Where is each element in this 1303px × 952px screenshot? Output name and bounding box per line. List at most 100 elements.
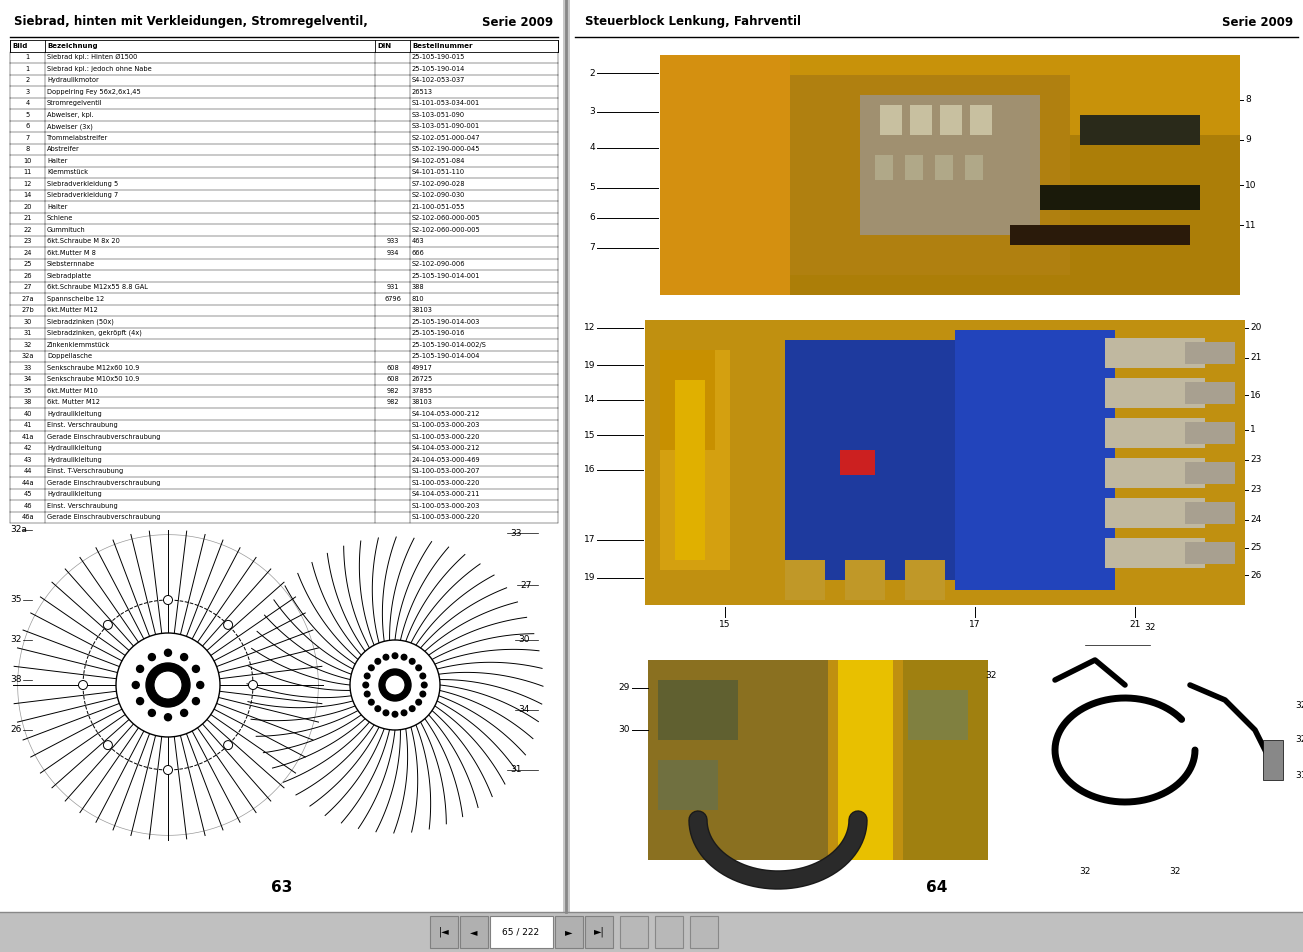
Bar	[1263, 740, 1283, 780]
Text: 21-100-051-055: 21-100-051-055	[412, 204, 465, 209]
Text: 1: 1	[26, 54, 30, 60]
Text: Siebradverkleidung 5: Siebradverkleidung 5	[47, 181, 119, 187]
Circle shape	[375, 705, 380, 711]
Circle shape	[149, 654, 155, 661]
Text: 23: 23	[1250, 455, 1261, 465]
Text: Gerade Einschraubverschraubung: Gerade Einschraubverschraubung	[47, 480, 160, 486]
Text: 17: 17	[969, 620, 981, 629]
Bar	[1105, 538, 1205, 568]
Text: 4: 4	[25, 100, 30, 107]
Text: 20: 20	[1250, 324, 1261, 332]
Circle shape	[369, 665, 374, 670]
Bar	[1010, 225, 1190, 245]
Text: 6: 6	[589, 213, 595, 223]
Circle shape	[164, 714, 172, 721]
Text: 33: 33	[509, 528, 521, 538]
Circle shape	[409, 705, 414, 711]
Bar	[620, 916, 648, 948]
Bar	[10, 362, 558, 373]
Text: Einst. Verschraubung: Einst. Verschraubung	[47, 423, 117, 428]
Bar	[10, 178, 558, 189]
Text: 25: 25	[23, 261, 31, 268]
Circle shape	[197, 682, 203, 688]
Text: 6kt. Mutter M12: 6kt. Mutter M12	[47, 399, 100, 406]
Circle shape	[193, 698, 199, 704]
Text: 46: 46	[23, 503, 31, 508]
Bar	[10, 420, 558, 431]
Bar	[936, 155, 952, 180]
Text: S1-100-053-000-220: S1-100-053-000-220	[412, 514, 481, 520]
Text: ►: ►	[566, 927, 573, 937]
Text: Gerade Einschraubverschraubung: Gerade Einschraubverschraubung	[47, 434, 160, 440]
Text: 26: 26	[10, 725, 21, 735]
Bar	[10, 212, 558, 224]
Bar	[10, 121, 558, 132]
Circle shape	[181, 709, 188, 717]
Text: Stromregelventil: Stromregelventil	[47, 100, 103, 107]
Text: 21: 21	[23, 215, 31, 221]
Text: 32: 32	[1295, 736, 1303, 744]
Bar	[840, 450, 876, 475]
Bar	[10, 466, 558, 477]
Text: 10: 10	[1244, 181, 1256, 189]
Text: 810: 810	[412, 296, 425, 302]
Text: 43: 43	[23, 457, 31, 463]
Text: 35: 35	[10, 596, 22, 605]
Text: S2-102-060-000-005: S2-102-060-000-005	[412, 215, 481, 221]
Text: 5: 5	[25, 111, 30, 118]
Text: 23: 23	[23, 238, 31, 245]
Bar	[903, 660, 988, 860]
Text: Abstreifer: Abstreifer	[47, 147, 79, 152]
Text: 32: 32	[23, 342, 31, 347]
Text: 1: 1	[1250, 426, 1256, 434]
Circle shape	[351, 640, 440, 730]
Text: 49917: 49917	[412, 365, 433, 370]
Text: Serie 2009: Serie 2009	[482, 15, 552, 29]
Text: Einst. Verschraubung: Einst. Verschraubung	[47, 503, 117, 508]
Bar	[10, 373, 558, 385]
Text: 31: 31	[1295, 770, 1303, 780]
Text: 38: 38	[10, 676, 22, 684]
Text: 16: 16	[584, 466, 595, 474]
Text: 982: 982	[386, 399, 399, 406]
Text: 26: 26	[1250, 570, 1261, 580]
Text: Senkschraube M12x60 10.9: Senkschraube M12x60 10.9	[47, 365, 139, 370]
Circle shape	[384, 675, 405, 695]
Text: 26: 26	[23, 273, 31, 279]
Text: 11: 11	[23, 169, 31, 175]
Text: 32: 32	[1169, 867, 1181, 876]
Text: 933: 933	[386, 238, 399, 245]
Text: 64: 64	[926, 881, 947, 896]
Bar	[10, 282, 558, 293]
Text: 32: 32	[1295, 701, 1303, 709]
Circle shape	[154, 671, 182, 699]
Bar	[10, 293, 558, 305]
Text: 10: 10	[23, 158, 31, 164]
Bar	[10, 235, 558, 247]
Text: |◄: |◄	[439, 926, 450, 938]
Text: 38103: 38103	[412, 307, 433, 313]
Circle shape	[103, 741, 112, 749]
Text: 34: 34	[23, 376, 31, 383]
Text: 20: 20	[23, 204, 31, 209]
Text: 25: 25	[1250, 544, 1261, 552]
Circle shape	[416, 665, 421, 670]
Text: 15: 15	[584, 430, 595, 440]
Bar	[838, 660, 893, 860]
Bar	[1105, 418, 1205, 448]
Bar	[0, 0, 563, 912]
Bar	[10, 396, 558, 408]
Text: Gerade Einschraubverschraubung: Gerade Einschraubverschraubung	[47, 514, 160, 520]
Circle shape	[163, 765, 172, 775]
Text: 32: 32	[10, 636, 21, 645]
Bar	[1105, 498, 1205, 528]
Text: 31: 31	[509, 765, 521, 775]
Text: 27: 27	[520, 581, 532, 589]
Bar	[10, 97, 558, 109]
Text: 65 / 222: 65 / 222	[503, 927, 539, 937]
Text: S3-103-051-090-001: S3-103-051-090-001	[412, 123, 480, 129]
Bar	[1184, 462, 1235, 484]
Bar	[1040, 185, 1200, 210]
Bar	[860, 95, 1040, 235]
Text: 44a: 44a	[21, 480, 34, 486]
